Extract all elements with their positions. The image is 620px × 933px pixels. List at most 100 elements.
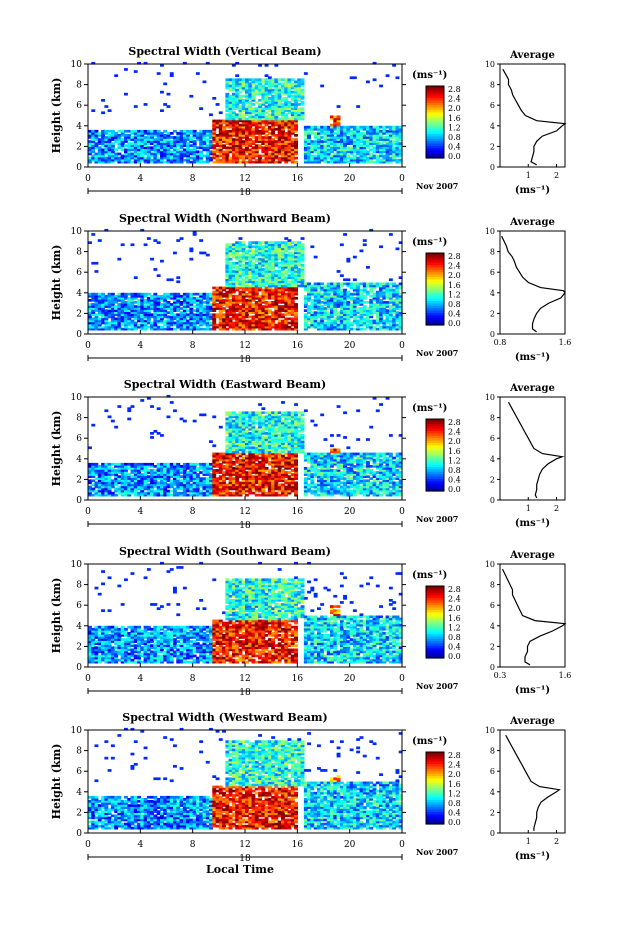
heatmap-cell xyxy=(323,307,328,310)
heatmap-cell xyxy=(212,119,217,123)
heatmap-cell xyxy=(287,292,292,296)
heatmap-cell xyxy=(346,317,351,321)
heatmap-cell xyxy=(192,317,197,321)
heatmap-cell xyxy=(192,319,197,323)
heatmap-cell xyxy=(114,489,119,493)
heatmap-cell xyxy=(209,140,213,143)
heatmap-cell xyxy=(215,123,220,127)
heatmap-cell xyxy=(356,321,361,325)
heatmap-cell xyxy=(195,309,200,312)
heatmap-cell xyxy=(182,473,187,476)
heatmap-cell xyxy=(300,249,305,253)
heatmap-cell xyxy=(284,259,289,263)
heatmap-cell xyxy=(120,158,125,162)
heatmap-cell xyxy=(104,132,109,135)
heatmap-cell xyxy=(274,134,279,137)
heatmap-cell xyxy=(362,140,367,143)
heatmap-cell xyxy=(251,276,256,279)
heatmap-cell xyxy=(182,152,187,156)
heatmap-cell xyxy=(189,311,194,314)
heatmap-cell xyxy=(385,305,390,308)
heatmap-cell xyxy=(133,475,138,478)
heatmap-cell xyxy=(317,294,321,298)
heatmap-cell xyxy=(274,243,279,247)
heatmap-cell xyxy=(127,487,132,491)
heatmap-cell xyxy=(150,475,154,478)
heatmap-cell xyxy=(238,84,243,88)
heatmap-cell xyxy=(192,136,197,139)
heatmap-cell xyxy=(212,286,217,290)
heatmap-cell xyxy=(202,469,207,472)
heatmap-cell xyxy=(130,489,135,493)
heatmap-cell xyxy=(169,321,174,325)
heatmap-cell xyxy=(88,462,92,466)
heatmap-cell xyxy=(228,251,233,255)
heatmap-cell xyxy=(114,148,119,152)
heatmap-cell xyxy=(349,136,354,139)
heatmap-cell xyxy=(241,119,246,123)
heatmap-cell xyxy=(241,305,246,308)
colorbar-swatch xyxy=(426,93,444,97)
heatmap-cell xyxy=(294,259,298,263)
heatmap-cell xyxy=(176,317,181,321)
heatmap-cell xyxy=(287,270,292,273)
heatmap-cell xyxy=(388,156,393,160)
heatmap-cell xyxy=(290,107,295,110)
heatmap-cell xyxy=(349,292,354,296)
heatmap-cell xyxy=(326,307,331,310)
heatmap-cell xyxy=(274,323,279,327)
heatmap-cell xyxy=(192,313,197,317)
heatmap-cell xyxy=(127,148,132,152)
heatmap-cell xyxy=(222,319,226,323)
heatmap-cell xyxy=(205,296,210,300)
heatmap-cell xyxy=(192,467,197,470)
heatmap-cell xyxy=(375,327,380,331)
heatmap-cell xyxy=(91,305,96,308)
heatmap-cell xyxy=(160,294,164,298)
heatmap-cell xyxy=(120,483,125,487)
heatmap-cell xyxy=(107,467,112,470)
heatmap-cell xyxy=(140,138,145,141)
heatmap-cell xyxy=(163,299,168,302)
heatmap-cell xyxy=(343,294,347,298)
heatmap-cell xyxy=(156,294,161,298)
heatmap-cell xyxy=(117,142,122,145)
colorbar-swatch xyxy=(426,90,444,94)
heatmap-cell xyxy=(284,160,289,164)
heatmap-cell xyxy=(160,325,164,329)
heatmap-cell xyxy=(261,150,266,154)
heatmap-cell xyxy=(287,152,292,156)
heatmap-cell xyxy=(205,138,210,141)
heatmap-cell xyxy=(189,305,194,308)
heatmap-cell xyxy=(281,121,285,125)
heatmap-cell xyxy=(238,136,243,139)
heatmap-cell xyxy=(140,319,145,323)
heatmap-cell xyxy=(231,299,236,302)
heatmap-cell xyxy=(146,309,151,312)
heatmap-cell xyxy=(231,247,236,251)
heatmap-cell xyxy=(160,309,164,312)
heatmap-cell xyxy=(277,156,282,160)
heatmap-cell xyxy=(163,305,168,308)
heatmap-cell xyxy=(267,90,272,94)
heatmap-cell xyxy=(343,125,347,129)
heatmap-cell xyxy=(258,132,262,135)
heatmap-cell xyxy=(182,296,187,300)
heatmap-cell xyxy=(254,317,259,321)
heatmap-cell xyxy=(267,296,272,300)
heatmap-cell xyxy=(124,158,128,162)
heatmap-cell xyxy=(241,245,246,249)
heatmap-cell xyxy=(392,327,397,331)
heatmap-cell xyxy=(264,276,269,279)
heatmap-cell xyxy=(114,307,119,310)
heatmap-cell xyxy=(117,491,122,495)
heatmap-cell xyxy=(182,303,187,306)
colorbar-swatch xyxy=(426,110,444,113)
heatmap-cell xyxy=(215,469,220,472)
heatmap-cell xyxy=(209,303,213,306)
heatmap-cell xyxy=(382,125,387,129)
heatmap-cell xyxy=(124,296,128,300)
heatmap-cell xyxy=(297,103,302,106)
heatmap-cell xyxy=(392,301,397,304)
heatmap-cell xyxy=(130,479,135,483)
